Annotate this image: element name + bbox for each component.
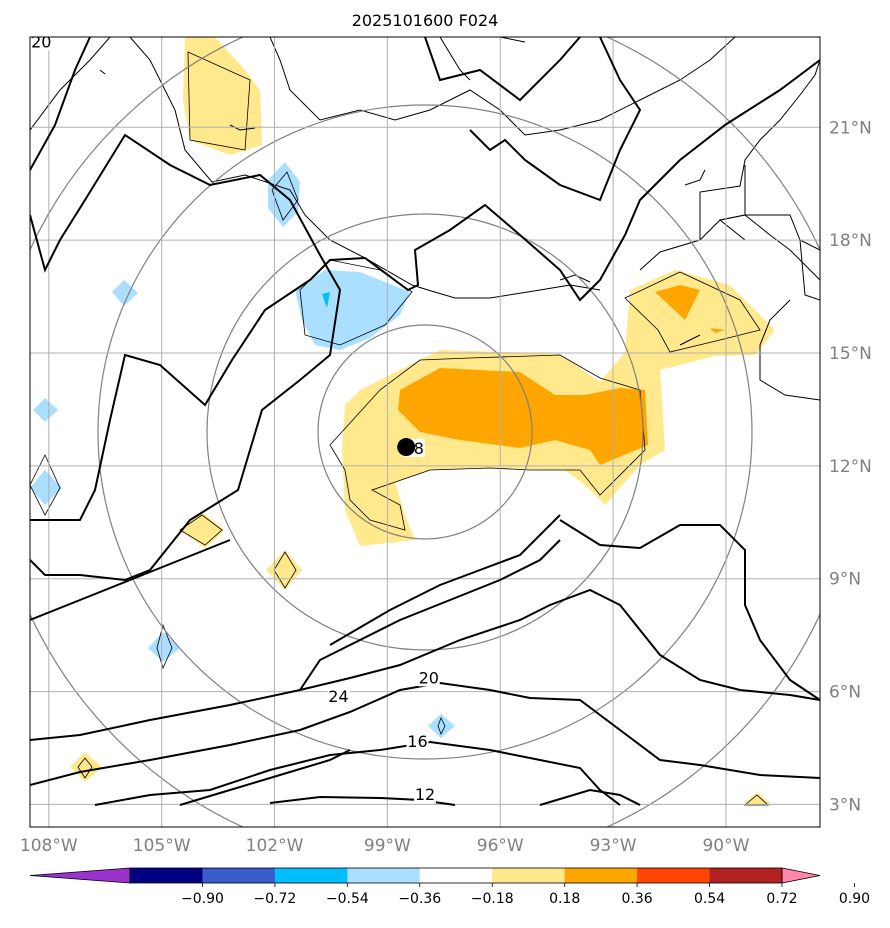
- colorbar-tick-label: −0.36: [398, 891, 441, 907]
- colorbar-tick-label: 0.90: [839, 891, 870, 907]
- lon-tick-label: 108°W: [20, 836, 78, 856]
- distance-rings: [30, 37, 820, 827]
- colorbar-segment: [492, 868, 566, 883]
- lat-tick-label: 6°N: [829, 683, 861, 703]
- shade-positive-7: [266, 550, 302, 590]
- colorbar-tick-label: 0.18: [549, 891, 580, 907]
- lat-tick-label: 15°N: [829, 344, 872, 364]
- colorbar-tick-label: 0.54: [694, 891, 725, 907]
- shade-negative-8: [428, 714, 455, 738]
- colorbar-segment: [130, 868, 203, 883]
- colorbar-tick-label: 0.36: [622, 891, 653, 907]
- shade-negative-4: [112, 280, 138, 306]
- contour-label: 12: [415, 785, 435, 804]
- anomaly-contours: [30, 51, 770, 806]
- shade-positive-8: [70, 752, 102, 782]
- colorbar-segment: [202, 868, 276, 883]
- colorbar-tick-label: −0.54: [326, 891, 369, 907]
- lat-tick-label: 3°N: [829, 795, 861, 815]
- lat-tick-label: 9°N: [829, 570, 861, 590]
- colorbar-segment: [637, 868, 711, 883]
- lat-tick-label: 12°N: [829, 457, 872, 477]
- longitude-ticks: 108°W 105°W 102°W 99°W 96°W 93°W 90°W: [20, 836, 750, 856]
- colorbar: −0.90 −0.72 −0.54 −0.36 −0.18 0.18 0.36 0.54 0.7…: [29, 867, 870, 907]
- lon-tick-label: 102°W: [246, 836, 304, 856]
- map-area: 282420161220: [30, 33, 820, 827]
- colorbar-tick-label: −0.72: [253, 891, 296, 907]
- colorbar-frame: [129, 867, 783, 884]
- latitude-ticks: 21°N 18°N 15°N 12°N 9°N 6°N 3°N: [829, 118, 872, 815]
- shade-positive-9: [742, 792, 772, 805]
- shade-positive-5: [183, 37, 262, 155]
- shade-positive-2: [398, 368, 648, 465]
- colorbar-extend-low: [29, 867, 131, 884]
- shade-negative-6: [30, 470, 62, 505]
- shade-positive-6: [180, 512, 225, 548]
- contour-label-bg: [30, 37, 53, 51]
- lon-tick-label: 96°W: [477, 836, 524, 856]
- lat-tick-label: 18°N: [829, 231, 872, 251]
- lon-tick-label: 99°W: [364, 836, 411, 856]
- contour-label-bg: [417, 668, 440, 687]
- contour-label: 20: [31, 33, 51, 52]
- shade-negative: [295, 270, 410, 350]
- colorbar-extend-high: [781, 867, 821, 884]
- shade-negative-7: [148, 632, 180, 662]
- contour-label: 20: [419, 668, 439, 687]
- shading-layer: [30, 37, 775, 805]
- contour-label: 24: [328, 687, 348, 706]
- colorbar-segment: [564, 868, 638, 883]
- colorbar-segment: [419, 868, 493, 883]
- colorbar-tick-label: −0.18: [471, 891, 514, 907]
- colorbar-segment: [274, 868, 348, 883]
- colorbar-segment: [709, 868, 783, 883]
- colorbar-tick-label: 0.72: [766, 891, 797, 907]
- lat-tick-label: 21°N: [829, 118, 872, 138]
- contour-label: 16: [407, 732, 427, 751]
- shade-positive-4: [710, 328, 725, 333]
- shade-negative-2: [322, 292, 330, 308]
- gridlines: [30, 37, 820, 827]
- lon-tick-label: 93°W: [590, 836, 637, 856]
- contour-labels: 282420161220: [30, 33, 440, 804]
- contour-label-bg: [327, 687, 350, 706]
- lon-tick-label: 90°W: [702, 836, 749, 856]
- plot-title: 2025101600 F024: [352, 11, 499, 30]
- storm-center-marker: [397, 438, 416, 457]
- shade-negative-5: [33, 398, 58, 422]
- colorbar-tick-label: −0.90: [181, 891, 224, 907]
- contour-label-bg: [406, 732, 429, 751]
- map-frame: [29, 36, 821, 828]
- colorbar-segment: [347, 868, 421, 883]
- contour-label-bg: [414, 784, 436, 803]
- lon-tick-label: 105°W: [133, 836, 191, 856]
- shade-positive-3: [655, 285, 700, 320]
